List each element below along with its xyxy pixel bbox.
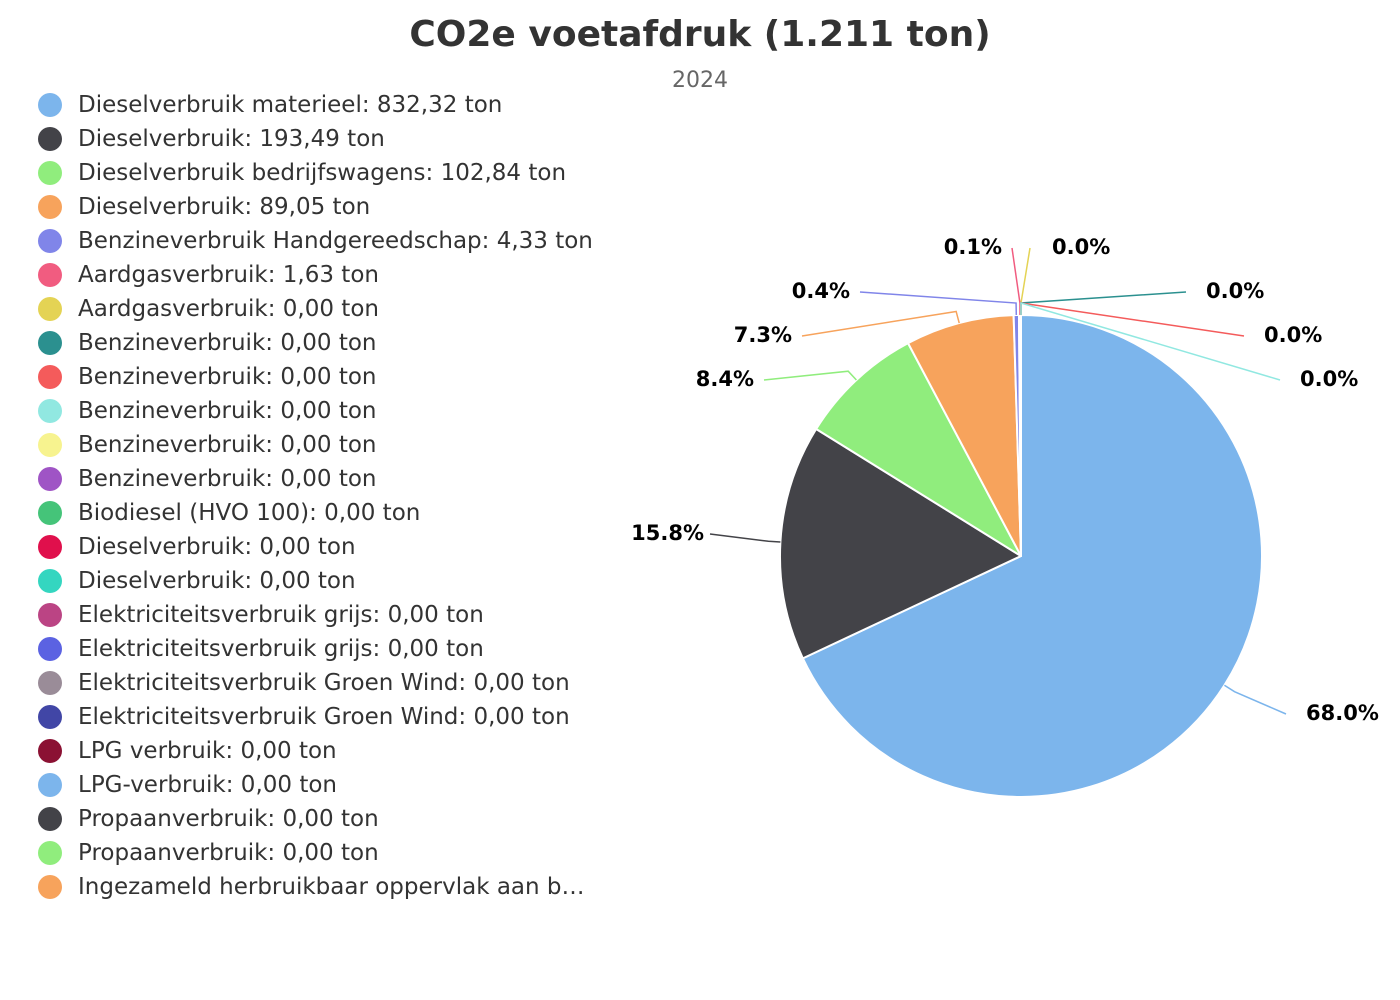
legend-marker [38, 603, 62, 627]
legend-item[interactable]: LPG verbruik: 0,00 ton [38, 734, 648, 768]
legend-marker [38, 739, 62, 763]
legend-marker [38, 127, 62, 151]
data-label: 8.4% [696, 367, 754, 391]
legend-marker [38, 195, 62, 219]
legend-item[interactable]: Dieselverbruik: 193,49 ton [38, 122, 648, 156]
chart-subtitle: 2024 [672, 68, 728, 93]
legend-marker [38, 569, 62, 593]
legend-item[interactable]: Dieselverbruik: 89,05 ton [38, 190, 648, 224]
legend-marker [38, 807, 62, 831]
chart-title: CO2e voetafdruk (1.211 ton) [409, 14, 991, 55]
legend-marker [38, 467, 62, 491]
legend-item[interactable]: Elektriciteitsverbruik grijs: 0,00 ton [38, 632, 648, 666]
legend-marker [38, 331, 62, 355]
legend-item[interactable]: Dieselverbruik materieel: 832,32 ton [38, 88, 648, 122]
data-label-connector [709, 533, 781, 543]
legend-marker [38, 501, 62, 525]
legend-item[interactable]: Biodiesel (HVO 100): 0,00 ton [38, 496, 648, 530]
legend-marker [38, 263, 62, 287]
legend-marker [38, 161, 62, 185]
legend-item[interactable]: Propaanverbruik: 0,00 ton [38, 836, 648, 870]
legend-item[interactable]: Benzineverbruik: 0,00 ton [38, 394, 648, 428]
data-label-connector [763, 370, 857, 381]
legend-item[interactable]: Dieselverbruik: 0,00 ton [38, 564, 648, 598]
data-label-connector [1011, 247, 1021, 316]
legend-marker [38, 535, 62, 559]
data-label: 0.0% [1264, 323, 1322, 347]
legend-item[interactable]: Aardgasverbruik: 0,00 ton [38, 292, 648, 326]
data-label-connector [1224, 684, 1287, 715]
legend-item[interactable]: Benzineverbruik: 0,00 ton [38, 326, 648, 360]
legend-marker [38, 399, 62, 423]
legend-item[interactable]: Benzineverbruik: 0,00 ton [38, 428, 648, 462]
legend-item[interactable]: Elektriciteitsverbruik Groen Wind: 0,00 … [38, 700, 648, 734]
legend-marker [38, 705, 62, 729]
pie-slice[interactable] [801, 314, 1263, 798]
legend-marker [38, 773, 62, 797]
legend-item[interactable]: Dieselverbruik bedrijfswagens: 102,84 to… [38, 156, 648, 190]
legend-item[interactable]: Benzineverbruik Handgereedschap: 4,33 to… [38, 224, 648, 258]
legend-marker [38, 229, 62, 253]
pie-slice[interactable] [779, 428, 1022, 660]
legend-item[interactable]: Elektriciteitsverbruik grijs: 0,00 ton [38, 598, 648, 632]
legend-item[interactable]: Elektriciteitsverbruik Groen Wind: 0,00 … [38, 666, 648, 700]
data-label: 0.4% [792, 279, 850, 303]
data-label: 0.0% [1052, 235, 1110, 259]
chart-legend: Dieselverbruik materieel: 832,32 ton Dies… [38, 88, 648, 904]
data-label-connector [859, 291, 1018, 316]
legend-item[interactable]: Dieselverbruik: 0,00 ton [38, 530, 648, 564]
legend-marker [38, 297, 62, 321]
data-label: 0.0% [1300, 367, 1358, 391]
data-label-connector [1020, 291, 1187, 315]
legend-marker [38, 93, 62, 117]
legend-marker [38, 365, 62, 389]
legend-marker [38, 433, 62, 457]
legend-marker [38, 671, 62, 695]
legend-item[interactable]: Benzineverbruik: 0,00 ton [38, 360, 648, 394]
legend-item[interactable]: Ingezameld herbruikbaar oppervlak aan b… [38, 870, 648, 904]
data-label: 0.1% [944, 235, 1002, 259]
data-label: 15.8% [631, 521, 704, 545]
legend-item[interactable]: LPG-verbruik: 0,00 ton [38, 768, 648, 802]
legend-item[interactable]: Benzineverbruik: 0,00 ton [38, 462, 648, 496]
data-label-connector [801, 310, 960, 337]
legend-marker [38, 875, 62, 899]
data-label: 7.3% [734, 323, 792, 347]
legend-item[interactable]: Aardgasverbruik: 1,63 ton [38, 258, 648, 292]
legend-item[interactable]: Propaanverbruik: 0,00 ton [38, 802, 648, 836]
pie-slice[interactable] [815, 342, 1022, 557]
data-label: 68.0% [1306, 701, 1379, 725]
legend-marker [38, 841, 62, 865]
legend-marker [38, 637, 62, 661]
data-label: 0.0% [1206, 279, 1264, 303]
pie-slice[interactable] [907, 314, 1022, 557]
data-label-connector [1020, 301, 1281, 381]
